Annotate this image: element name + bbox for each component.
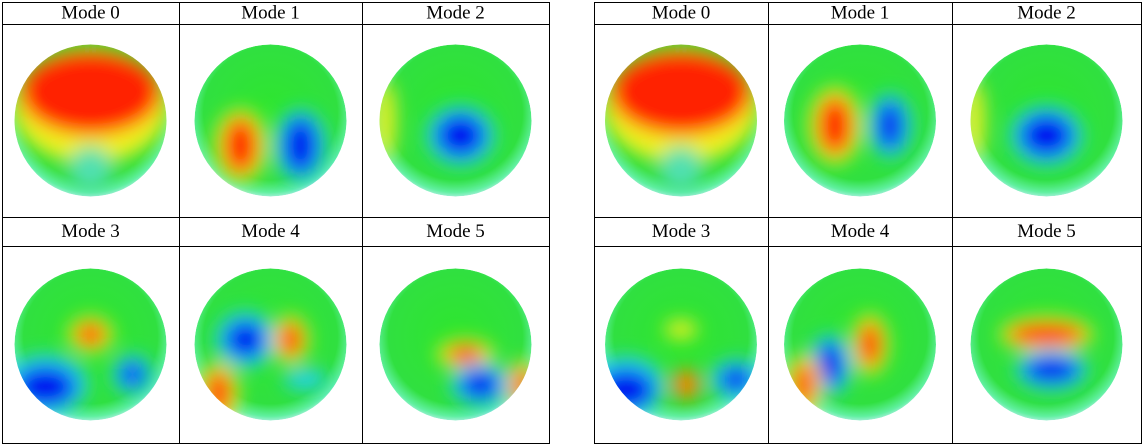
blob xyxy=(77,324,105,346)
blob xyxy=(376,81,396,161)
mode-image xyxy=(380,269,536,421)
mode-label: Mode 0 xyxy=(61,2,120,23)
blob xyxy=(224,118,258,174)
mode-image xyxy=(784,45,936,197)
disc xyxy=(195,45,347,197)
blob xyxy=(207,371,231,415)
mode-label: Mode 3 xyxy=(61,221,120,242)
blob xyxy=(16,367,76,407)
blob xyxy=(226,322,266,358)
mode-image xyxy=(603,45,759,197)
mode-image xyxy=(965,45,1123,197)
blob xyxy=(1009,324,1085,346)
blob xyxy=(611,51,751,135)
blob xyxy=(448,346,484,364)
blob xyxy=(877,102,903,150)
blob xyxy=(665,321,697,339)
blob xyxy=(859,323,881,367)
blob xyxy=(69,147,113,191)
mode-label: Mode 4 xyxy=(831,221,890,242)
mode-label: Mode 3 xyxy=(652,221,711,242)
mode-label: Mode 0 xyxy=(652,2,711,23)
blob xyxy=(514,367,530,403)
mode-image xyxy=(784,269,936,421)
blob xyxy=(1025,357,1079,383)
blob xyxy=(794,363,814,407)
mode-image xyxy=(195,45,347,197)
mode-label: Mode 5 xyxy=(426,221,485,242)
mode-label: Mode 1 xyxy=(831,2,890,23)
blob xyxy=(284,370,328,390)
mode-table: Mode 0 Mode 1 Mode 2 Mode 3 Mode 4 Mode 5 xyxy=(588,2,1142,444)
blob xyxy=(121,363,145,387)
mode-label: Mode 4 xyxy=(241,221,300,242)
mode-label: Mode 2 xyxy=(1017,2,1076,23)
blob xyxy=(965,81,985,161)
mode-label: Mode 5 xyxy=(1017,221,1076,242)
blob xyxy=(818,97,852,155)
blob xyxy=(1021,115,1073,157)
blob xyxy=(21,51,161,135)
mode-image xyxy=(13,45,169,197)
blob xyxy=(598,370,654,410)
figure: Mode 0Mode 1Mode 2Mode 3Mode 4Mode 5Mode… xyxy=(0,0,1143,445)
mode-label: Mode 2 xyxy=(426,2,485,23)
mode-label: Mode 1 xyxy=(241,2,300,23)
mode-image xyxy=(971,269,1123,421)
mode-image xyxy=(588,269,762,421)
blob xyxy=(461,371,501,399)
mode-image xyxy=(376,45,532,197)
mode-table: Mode 0 Mode 1 Mode 2 Mode 3 Mode 4 Mode 5 xyxy=(2,2,550,444)
blob xyxy=(659,147,703,191)
mode-image xyxy=(195,269,347,423)
blob xyxy=(280,323,302,357)
blob xyxy=(284,118,318,174)
page: Mode 0Mode 1Mode 2Mode 3Mode 4Mode 5Mode… xyxy=(0,0,1143,445)
blob xyxy=(720,368,752,392)
blob xyxy=(672,371,700,399)
mode-image xyxy=(4,269,167,421)
blob xyxy=(437,115,485,157)
